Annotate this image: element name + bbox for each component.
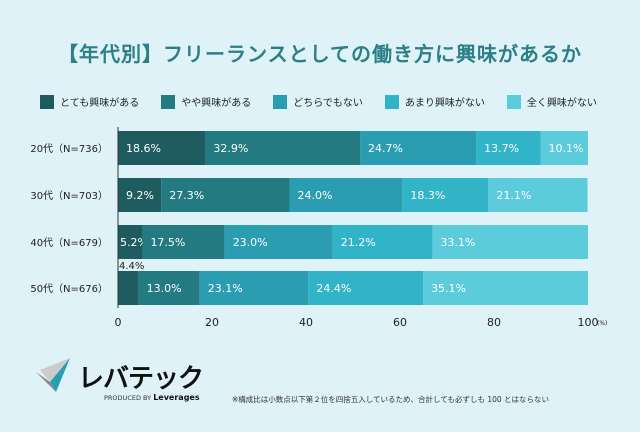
legend-label: やや興味がある bbox=[181, 98, 252, 109]
data-label: 4.4% bbox=[119, 261, 144, 272]
data-label: 18.3% bbox=[410, 189, 445, 202]
data-label: 18.6% bbox=[126, 142, 161, 155]
legend-swatch bbox=[384, 94, 399, 109]
bar-segment bbox=[138, 271, 200, 305]
data-label: 9.2% bbox=[126, 189, 154, 202]
category-label: 20代（N=736） bbox=[30, 143, 108, 155]
data-label: 23.0% bbox=[233, 236, 268, 249]
data-label: 24.0% bbox=[298, 189, 333, 202]
bar-segment bbox=[161, 178, 290, 212]
bar-segment bbox=[118, 178, 162, 212]
legend-label: 全く興味がない bbox=[526, 98, 597, 109]
data-label: 21.1% bbox=[496, 189, 531, 202]
legend-item: 全く興味がない bbox=[506, 94, 597, 109]
logo-sub-brand: Leverages bbox=[153, 393, 200, 402]
x-tick-label: 40 bbox=[299, 316, 313, 329]
data-label: 5.2% bbox=[120, 236, 148, 249]
bar-segment bbox=[360, 131, 477, 165]
legend: とても興味がある やや興味がある どちらでもない あまり興味がない 全く興味がない bbox=[40, 94, 597, 109]
x-tick-label: 80 bbox=[487, 316, 501, 329]
legend-swatch bbox=[273, 94, 288, 109]
bar-segment bbox=[540, 131, 588, 165]
bar-segment bbox=[402, 178, 489, 212]
data-label: 27.3% bbox=[169, 189, 204, 202]
bar-segment bbox=[118, 271, 139, 305]
category-label: 50代（N=676） bbox=[30, 283, 108, 295]
footnote: ※構成比は小数点以下第２位を四捨五入しているため、合計しても必ずしも 100 と… bbox=[232, 395, 550, 404]
legend-swatch bbox=[161, 94, 176, 109]
data-label: 10.1% bbox=[549, 142, 584, 155]
bar-segment bbox=[199, 271, 309, 305]
legend-item: やや興味がある bbox=[161, 94, 251, 109]
x-tick-label: 100 bbox=[578, 316, 599, 329]
bar-segment bbox=[308, 271, 424, 305]
data-label: 13.7% bbox=[484, 142, 519, 155]
data-label: 17.5% bbox=[150, 236, 185, 249]
x-tick-label: 20 bbox=[205, 316, 219, 329]
legend-swatch bbox=[40, 94, 54, 109]
bar-segment bbox=[476, 131, 541, 165]
logo-sub: PRODUCED BY Leverages bbox=[104, 393, 200, 402]
bar-segment bbox=[205, 131, 361, 165]
bar-segment bbox=[423, 271, 588, 305]
data-label: 13.0% bbox=[147, 282, 182, 295]
data-label: 24.4% bbox=[316, 282, 351, 295]
logo-sub-prefix: PRODUCED BY bbox=[104, 394, 152, 402]
bar-segment bbox=[142, 225, 225, 259]
bar-segment bbox=[118, 131, 206, 165]
chart-title: 【年代別】フリーランスとしての働き方に興味があるか bbox=[58, 42, 582, 66]
data-label: 23.1% bbox=[208, 282, 243, 295]
bar-segment bbox=[224, 225, 333, 259]
category-label: 30代（N=703） bbox=[30, 190, 108, 202]
data-label: 24.7% bbox=[368, 142, 403, 155]
legend-swatch bbox=[506, 94, 521, 109]
bar-segment bbox=[289, 178, 403, 212]
category-label: 40代（N=679） bbox=[30, 237, 108, 249]
legend-item: どちらでもない bbox=[273, 94, 363, 109]
x-tick-label: 0 bbox=[115, 316, 122, 329]
data-label: 32.9% bbox=[213, 142, 248, 155]
legend-label: どちらでもない bbox=[293, 98, 363, 109]
leverages-logo-icon bbox=[36, 358, 70, 392]
data-label: 33.1% bbox=[440, 236, 475, 249]
logo-name: レバテック bbox=[78, 364, 204, 394]
bar-segment bbox=[432, 225, 588, 259]
legend-item: とても興味がある bbox=[40, 94, 139, 109]
bar-segment bbox=[118, 225, 143, 259]
x-unit-label: (%) bbox=[597, 320, 607, 327]
data-label: 35.1% bbox=[431, 282, 466, 295]
legend-item: あまり興味がない bbox=[384, 94, 485, 109]
legend-label: あまり興味がない bbox=[404, 98, 485, 109]
legend-label: とても興味がある bbox=[60, 98, 140, 109]
x-tick-label: 60 bbox=[393, 316, 407, 329]
bar-segment bbox=[488, 178, 588, 212]
data-label: 21.2% bbox=[341, 236, 376, 249]
bar-segment bbox=[332, 225, 433, 259]
